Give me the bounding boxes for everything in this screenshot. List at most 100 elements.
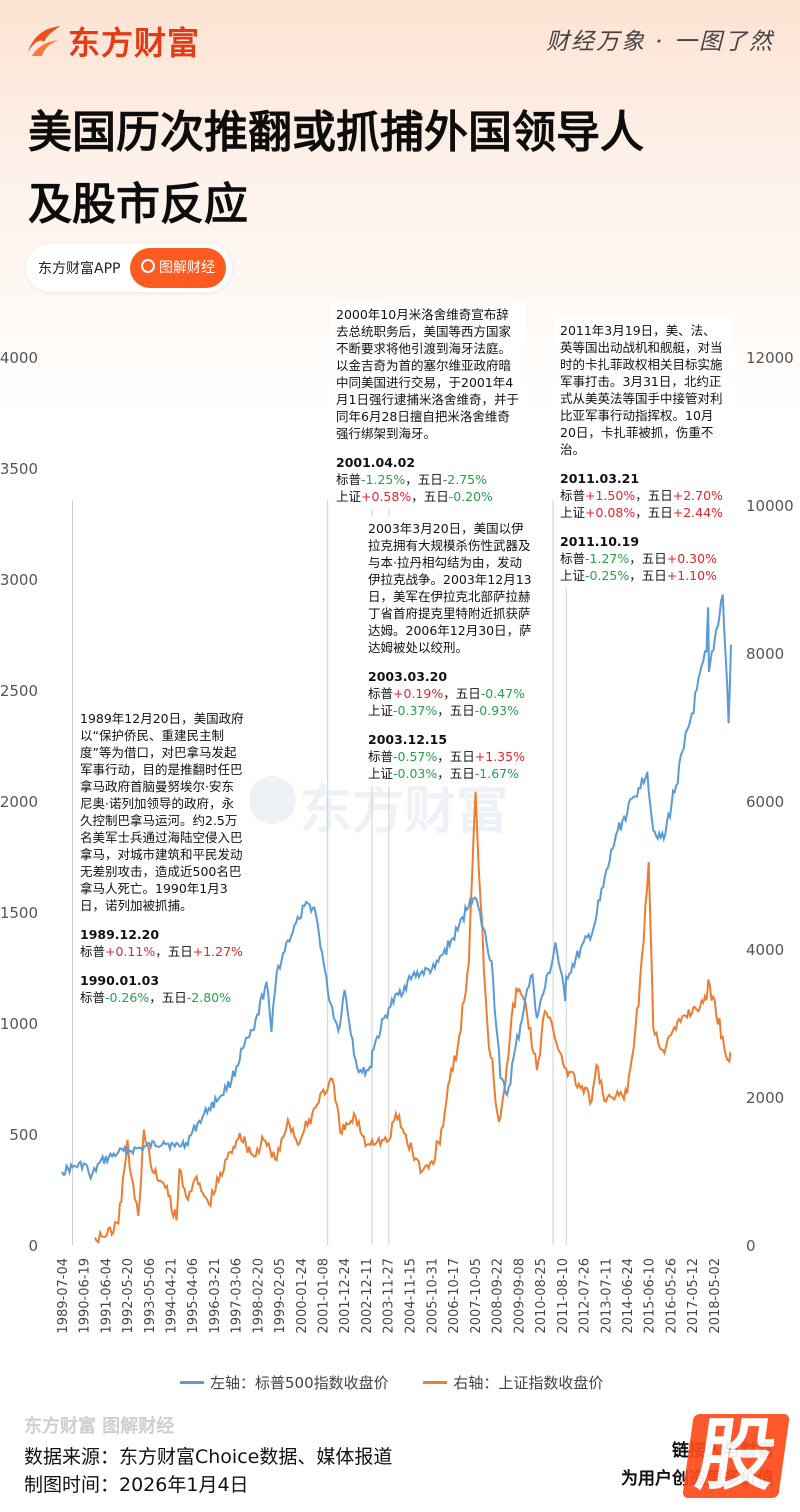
footer-logo: 东方财富 图解财经 bbox=[24, 1416, 175, 1437]
x-tick-label: 1998-02-20 bbox=[251, 1258, 266, 1334]
label: ，五日 bbox=[437, 766, 475, 781]
brand-logo-icon bbox=[28, 26, 60, 56]
x-tick-label: 2001-01-08 bbox=[316, 1258, 331, 1334]
label: 标普 bbox=[368, 749, 394, 764]
right-tick-label: 2000 bbox=[746, 1089, 784, 1107]
search-button[interactable]: 图解财经 bbox=[130, 248, 226, 288]
page-title-line-1: 美国历次推翻或抓捕外国领导人 bbox=[28, 107, 644, 158]
label: 标普 bbox=[80, 990, 106, 1005]
value: +2.44% bbox=[672, 505, 723, 520]
right-tick-label: 12000 bbox=[746, 349, 794, 367]
annotation-libya-text: 2011年3月19日，美、法、英等国出动战机和舰艇，对当时的卡扎菲政权相关目标实… bbox=[560, 323, 723, 457]
event-libya-1: 2011.03.21 标普+1.50%，五日+2.70% 上证+0.08%，五日… bbox=[560, 470, 726, 521]
event-date: 2003.12.15 bbox=[368, 732, 448, 747]
page-title-line-2: 及股市反应 bbox=[28, 179, 248, 230]
label: ，五日 bbox=[629, 551, 667, 566]
value: -0.20% bbox=[448, 489, 493, 504]
value: -0.57% bbox=[393, 749, 438, 764]
label: 上证 bbox=[336, 489, 362, 504]
x-tick-label: 1996-03-21 bbox=[208, 1258, 223, 1334]
value: +0.30% bbox=[666, 551, 717, 566]
x-tick-label: 2007-10-05 bbox=[469, 1258, 484, 1334]
label: 标普 bbox=[368, 686, 394, 701]
label: ，五日 bbox=[411, 489, 449, 504]
annotation-libya: 2011年3月19日，美、法、英等国出动战机和舰艇，对当时的卡扎菲政权相关目标实… bbox=[554, 318, 732, 588]
x-tick-label: 2012-07-26 bbox=[578, 1258, 593, 1334]
value: -1.25% bbox=[361, 472, 406, 487]
label: ，五日 bbox=[437, 703, 475, 718]
value: -0.37% bbox=[393, 703, 438, 718]
label: ，五日 bbox=[443, 686, 481, 701]
x-tick-label: 2017-05-12 bbox=[686, 1258, 701, 1334]
value: -1.27% bbox=[585, 551, 630, 566]
label: 标普 bbox=[80, 944, 106, 959]
right-tick-label: 10000 bbox=[746, 497, 794, 515]
event-iraq-2: 2003.12.15 标普-0.57%，五日+1.35% 上证-0.03%，五日… bbox=[368, 731, 534, 782]
x-tick-label: 1997-03-06 bbox=[230, 1258, 245, 1334]
value: -0.93% bbox=[474, 703, 519, 718]
x-tick-label: 2013-07-11 bbox=[599, 1258, 614, 1334]
label: ，五日 bbox=[405, 472, 443, 487]
label: 标普 bbox=[560, 488, 586, 503]
event-libya-2: 2011.10.19 标普-1.27%，五日+0.30% 上证-0.25%，五日… bbox=[560, 533, 726, 584]
label: ，五日 bbox=[635, 505, 673, 520]
x-tick-label: 2009-09-08 bbox=[512, 1258, 527, 1334]
x-axis: 1989-07-04 1990-06-19 1991-06-04 1992-05-20… bbox=[56, 1258, 723, 1334]
right-axis: 0 2000 4000 6000 8000 10000 12000 bbox=[746, 349, 794, 1255]
event-iraq-1: 2003.03.20 标普+0.19%，五日-0.47% 上证-0.37%，五日… bbox=[368, 668, 534, 719]
x-tick-label: 1989-07-04 bbox=[56, 1258, 71, 1334]
x-tick-label: 1993-05-06 bbox=[143, 1258, 158, 1334]
event-lines bbox=[71, 500, 567, 1245]
value: +0.58% bbox=[361, 489, 412, 504]
x-tick-label: 1994-04-21 bbox=[164, 1258, 179, 1334]
x-tick-label: 1991-06-04 bbox=[99, 1258, 114, 1334]
value: -0.03% bbox=[393, 766, 438, 781]
right-tick-label: 8000 bbox=[746, 645, 784, 663]
x-tick-label: 2014-06-24 bbox=[621, 1258, 636, 1334]
annotation-milosevic-text: 2000年10月米洛舍维奇宣布辞去总统职务后，美国等西方国家不断要求将他引渡到海… bbox=[336, 307, 519, 441]
annotation-iraq-text: 2003年3月20日，美国以伊拉克拥有大规模杀伤性武器及与本·拉丹相勾结为由，发… bbox=[368, 521, 532, 655]
label: ，五日 bbox=[629, 568, 667, 583]
x-tick-label: 2011-08-10 bbox=[556, 1258, 571, 1334]
annotation-panama: 1989年12月20日，美国政府以“保护侨民、重建民主制度”等为借口，对巴拿马发… bbox=[74, 706, 250, 1010]
x-tick-label: 1995-04-06 bbox=[186, 1258, 201, 1334]
x-tick-label: 2008-09-22 bbox=[491, 1258, 506, 1334]
event-date: 2011.10.19 bbox=[560, 534, 640, 549]
value: +1.10% bbox=[666, 568, 717, 583]
right-tick-label: 4000 bbox=[746, 941, 784, 959]
left-tick-label: 4000 bbox=[0, 349, 38, 367]
left-tick-label: 2000 bbox=[0, 793, 38, 811]
left-tick-label: 0 bbox=[28, 1237, 38, 1255]
event-date: 1990.01.03 bbox=[80, 973, 160, 988]
stock-badge-icon: 股 bbox=[682, 1411, 790, 1501]
label: ，五日 bbox=[149, 990, 187, 1005]
value: +0.19% bbox=[393, 686, 444, 701]
label: ，五日 bbox=[437, 749, 475, 764]
event-date: 1989.12.20 bbox=[80, 927, 160, 942]
value: -1.67% bbox=[474, 766, 519, 781]
legend-swatch-shanghai bbox=[423, 1381, 448, 1384]
x-tick-label: 2016-05-26 bbox=[664, 1258, 679, 1334]
x-tick-label: 2005-10-31 bbox=[425, 1258, 440, 1334]
legend-label-sp500: 左轴：标普500指数收盘价 bbox=[210, 1374, 389, 1392]
x-tick-label: 2004-11-15 bbox=[404, 1258, 419, 1334]
label: ，五日 bbox=[635, 488, 673, 503]
x-tick-label: 2002-12-11 bbox=[360, 1258, 375, 1334]
value: +1.50% bbox=[585, 488, 636, 503]
tagline: 财经万象 · 一图了然 bbox=[546, 29, 774, 55]
left-tick-label: 3500 bbox=[0, 460, 38, 478]
left-tick-label: 2500 bbox=[0, 682, 38, 700]
legend-label-shanghai: 右轴：上证指数收盘价 bbox=[453, 1374, 604, 1392]
left-tick-label: 1000 bbox=[0, 1015, 38, 1033]
legend-item-shanghai: 右轴：上证指数收盘价 bbox=[423, 1372, 603, 1393]
event-date: 2001.04.02 bbox=[336, 455, 416, 470]
search-icon bbox=[141, 259, 155, 273]
left-tick-label: 3000 bbox=[0, 571, 38, 589]
x-tick-label: 2010-08-25 bbox=[534, 1258, 549, 1334]
value: -0.26% bbox=[105, 990, 150, 1005]
event-date: 2003.03.20 bbox=[368, 669, 448, 684]
annotation-panama-text: 1989年12月20日，美国政府以“保护侨民、重建民主制度”等为借口，对巴拿马发… bbox=[80, 711, 244, 913]
x-tick-label: 2001-12-24 bbox=[338, 1258, 353, 1334]
value: +0.08% bbox=[585, 505, 636, 520]
